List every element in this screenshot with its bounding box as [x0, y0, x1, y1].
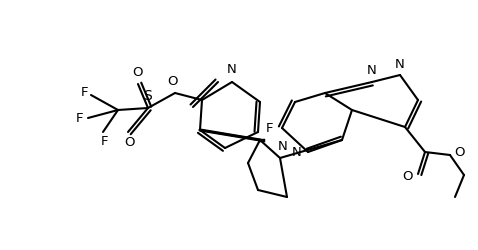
- Text: O: O: [125, 136, 135, 149]
- Text: S: S: [143, 89, 152, 103]
- Text: O: O: [454, 146, 465, 160]
- Text: O: O: [133, 66, 143, 79]
- Text: N: N: [395, 58, 405, 71]
- Text: F: F: [76, 112, 83, 124]
- Text: O: O: [402, 170, 413, 182]
- Text: N: N: [367, 64, 377, 77]
- Text: O: O: [168, 75, 178, 88]
- Text: F: F: [266, 122, 273, 136]
- Text: F: F: [101, 135, 109, 148]
- Text: N: N: [278, 140, 288, 153]
- Text: N: N: [292, 146, 302, 158]
- Text: N: N: [227, 63, 237, 76]
- Text: F: F: [80, 86, 88, 100]
